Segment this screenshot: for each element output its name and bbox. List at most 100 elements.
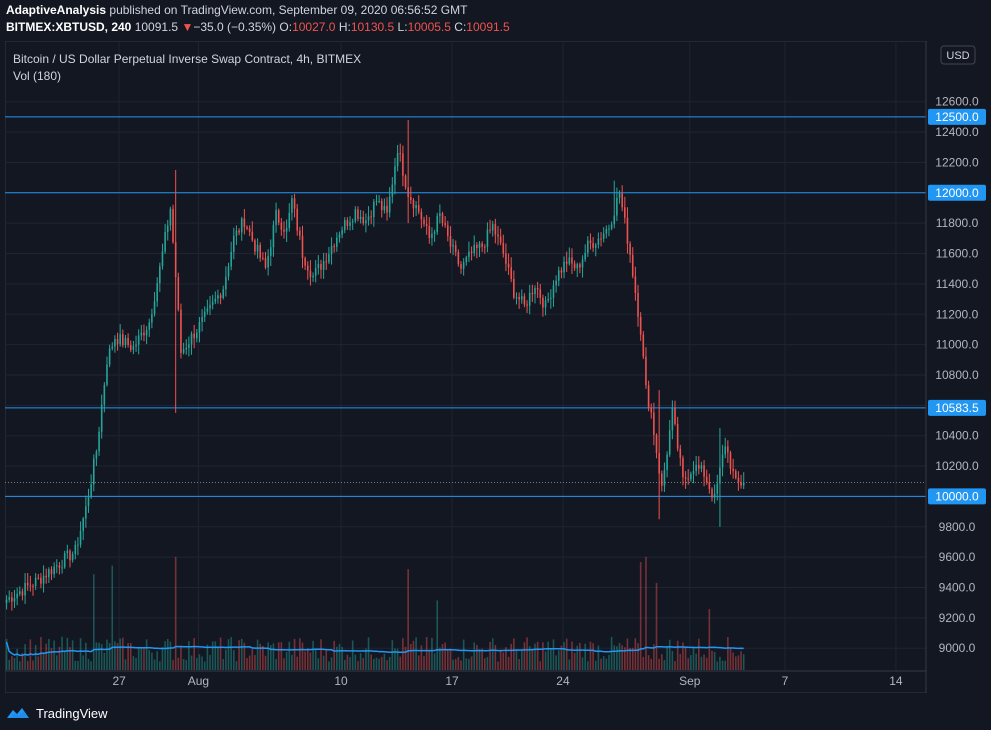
volume-bar <box>357 661 359 670</box>
candle-body <box>254 240 256 252</box>
candle-body <box>507 263 510 268</box>
candle-body <box>333 246 335 248</box>
candle-body <box>610 224 613 229</box>
time-tick-label: Sep <box>679 674 701 688</box>
volume-bar <box>528 646 531 670</box>
volume-bar <box>190 655 193 670</box>
candle-body <box>143 332 145 336</box>
volume-bar <box>235 661 238 670</box>
volume-bar <box>32 660 34 670</box>
candle-body <box>481 243 483 247</box>
volume-bar <box>180 646 182 670</box>
volume-bar <box>449 648 452 670</box>
candle-body <box>193 333 195 339</box>
price-axis[interactable]: 12600.0 12400.0 12200.0 12000.0 11800.0 11600… <box>935 95 979 656</box>
candle-body <box>497 234 499 237</box>
candle-body <box>499 236 502 243</box>
time-axis[interactable]: 27 Aug 10 17 24 Sep 7 14 <box>112 674 902 688</box>
candle-body <box>269 247 272 256</box>
volume-bar <box>481 648 483 670</box>
volume-bar <box>135 657 137 670</box>
candle-body <box>724 446 727 455</box>
candle-body <box>417 205 420 212</box>
candle-body <box>74 544 77 554</box>
candle-body <box>645 356 647 386</box>
volume-bar <box>629 648 631 670</box>
volume-bar <box>462 639 465 670</box>
volume-bar <box>734 656 737 670</box>
volume-bar <box>639 562 642 670</box>
volume-bar <box>568 659 571 670</box>
candle-body <box>362 216 365 224</box>
volume-bar <box>151 652 153 670</box>
candle-body <box>679 448 682 459</box>
currency-button[interactable]: USD <box>940 45 976 65</box>
volume-bar <box>555 655 557 670</box>
volume-bar <box>79 638 82 670</box>
volume-bar <box>251 648 254 670</box>
candle-body <box>140 332 143 336</box>
volume-bar <box>217 647 219 670</box>
volume-bar <box>700 656 703 670</box>
candle-body <box>230 251 232 267</box>
volume-bar <box>624 647 626 670</box>
candle-body <box>367 216 370 221</box>
volume-bar <box>375 657 378 670</box>
candle-body <box>542 297 544 308</box>
volume-bar <box>325 649 328 670</box>
low-label: L: <box>397 20 408 34</box>
candle-body <box>156 283 158 302</box>
volume-bar <box>412 640 415 670</box>
volume-bar <box>69 647 71 670</box>
volume-bar <box>306 648 309 670</box>
candle-body <box>209 304 211 309</box>
volume-bar <box>312 640 314 670</box>
candle-body <box>98 431 100 452</box>
price-chart[interactable]: 12600.0 12400.0 12200.0 12000.0 11800.0 11600… <box>5 41 991 693</box>
candle-body <box>304 258 306 266</box>
volume-bar <box>608 654 610 670</box>
author-name[interactable]: AdaptiveAnalysis <box>6 3 107 17</box>
candle-body <box>402 153 404 176</box>
volume-bar <box>618 642 621 670</box>
candle-body <box>124 337 127 346</box>
volume-bar <box>143 647 145 670</box>
candle-body <box>77 544 79 546</box>
volume-bar <box>742 654 745 670</box>
brand-footer[interactable]: TradingView <box>6 703 108 723</box>
volume-bar <box>523 642 526 670</box>
candle-body <box>283 229 285 232</box>
candle-body <box>8 597 11 600</box>
volume-bar <box>240 638 243 670</box>
volume-bar <box>177 657 180 670</box>
volume-bar <box>82 655 84 670</box>
candle-body <box>267 255 269 268</box>
candle-body <box>568 257 571 264</box>
volume-bar <box>367 637 370 670</box>
candle-body <box>602 233 605 239</box>
brand-name: TradingView <box>36 705 108 721</box>
candle-body <box>613 215 616 225</box>
volume-bar <box>145 639 148 670</box>
volume-bar <box>666 646 668 670</box>
candle-body <box>299 230 301 236</box>
volume-bar <box>444 642 446 670</box>
candle-body <box>661 473 663 486</box>
price-tick-label: 11600.0 <box>936 247 979 261</box>
volume-bar <box>417 655 420 670</box>
open-value: 10027.0 <box>292 20 336 34</box>
volume-bar <box>489 641 491 670</box>
volume-bar <box>58 646 61 670</box>
horizontal-levels[interactable] <box>5 116 926 497</box>
volume-bar <box>547 641 549 670</box>
candle-body <box>87 497 90 507</box>
candle-body <box>732 468 734 472</box>
volume-bar <box>737 655 740 670</box>
candle-body <box>114 339 116 347</box>
volume-bar <box>695 653 697 670</box>
candle-body <box>510 267 512 279</box>
candle-body <box>637 292 639 317</box>
candle-body <box>71 553 74 561</box>
volume-bar <box>267 642 269 670</box>
volume-bar <box>494 644 497 670</box>
